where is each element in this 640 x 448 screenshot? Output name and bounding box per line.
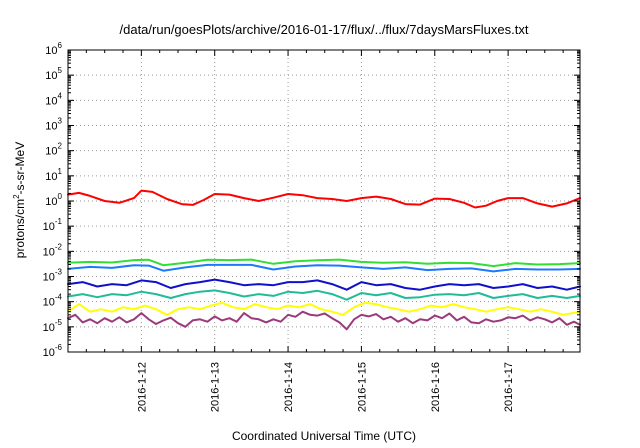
y-tick-label-base: 10	[43, 322, 55, 334]
x-tick-label: 2016-1-17	[503, 362, 515, 412]
y-tick-label: 10-2	[43, 242, 63, 258]
y-tick-label: 10-1	[43, 217, 63, 233]
series-line-2	[67, 263, 581, 273]
y-tick-label: 101	[45, 167, 62, 183]
y-tick-label-base: 10	[45, 70, 57, 82]
y-tick-label-exp: 3	[58, 117, 63, 126]
chart-title: /data/run/goesPlots/archive/2016-01-17/f…	[120, 22, 529, 37]
series-line-6	[67, 310, 581, 331]
y-tick-label-exp: 2	[58, 142, 63, 151]
x-tick-label: 2016-1-16	[430, 362, 442, 412]
x-tick-label: 2016-1-14	[283, 362, 295, 412]
series-line-0	[67, 189, 581, 209]
y-tick-label-base: 10	[45, 171, 57, 183]
y-tick-label-base: 10	[45, 121, 57, 133]
axis-ticks	[68, 49, 580, 353]
y-tick-label-exp: -5	[55, 318, 63, 327]
y-tick-label-exp: -6	[55, 343, 63, 352]
y-tick-label-base: 10	[43, 221, 55, 233]
y-axis-label: protons/cm2-s-sr-MeV	[12, 142, 27, 258]
y-axis-label-pre: protons/cm	[13, 199, 27, 258]
y-axis-label-sup: 2	[12, 194, 21, 199]
x-axis-tick-labels: 2016-1-12 2016-1-13 2016-1-14 2016-1-15 2016…	[136, 362, 515, 412]
y-tick-label-exp: -3	[55, 268, 63, 277]
y-tick-label: 104	[45, 91, 62, 107]
y-tick-label-exp: -1	[55, 217, 63, 226]
y-tick-label-base: 10	[45, 95, 57, 107]
y-tick-label-base: 10	[43, 347, 55, 359]
y-tick-label-base: 10	[45, 196, 57, 208]
y-tick-label-base: 10	[43, 272, 55, 284]
series-line-1	[67, 258, 581, 268]
y-tick-label-exp: 5	[58, 66, 63, 75]
x-tick-label: 2016-1-13	[210, 362, 222, 412]
y-tick-label-exp: 6	[58, 41, 63, 50]
y-axis-label-post: -s-sr-MeV	[13, 142, 27, 195]
series-line-5	[67, 301, 581, 316]
x-tick-label: 2016-1-15	[356, 362, 368, 412]
y-axis-tick-labels: 10-610-510-410-310-210-11001011021031041…	[43, 41, 63, 359]
series-layer	[67, 189, 581, 331]
y-tick-label: 100	[45, 192, 62, 208]
y-tick-label: 103	[45, 117, 62, 133]
gridlines	[68, 50, 580, 352]
y-tick-label-exp: 4	[58, 91, 63, 100]
y-tick-label-base: 10	[45, 146, 57, 158]
y-tick-label: 10-3	[43, 268, 63, 284]
series-line-4	[67, 289, 581, 301]
y-tick-label: 105	[45, 66, 62, 82]
x-axis-label: Coordinated Universal Time (UTC)	[232, 429, 416, 443]
y-tick-label-exp: -4	[55, 293, 63, 302]
x-tick-label: 2016-1-12	[136, 362, 148, 412]
y-tick-label: 106	[45, 41, 62, 57]
y-tick-label: 10-4	[43, 293, 63, 309]
y-tick-label: 102	[45, 142, 62, 158]
y-tick-label-exp: 0	[58, 192, 63, 201]
y-tick-label-base: 10	[43, 297, 55, 309]
y-tick-label-exp: 1	[58, 167, 63, 176]
y-tick-label: 10-5	[43, 318, 63, 334]
y-tick-label-base: 10	[43, 246, 55, 258]
y-tick-label-base: 10	[45, 45, 57, 57]
y-tick-label: 10-6	[43, 343, 63, 359]
series-line-3	[67, 278, 581, 291]
y-tick-label-exp: -2	[55, 242, 63, 251]
